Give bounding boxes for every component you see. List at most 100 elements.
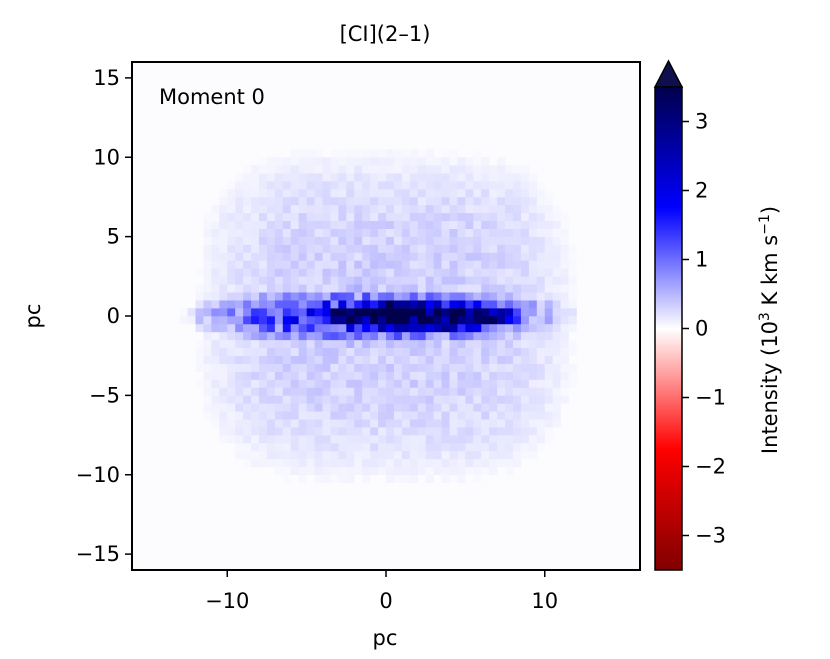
intensity-cell <box>314 149 323 158</box>
intensity-cell <box>330 435 339 444</box>
intensity-cell <box>544 347 553 356</box>
intensity-cell <box>386 181 395 190</box>
intensity-cell <box>235 268 244 277</box>
intensity-cell <box>370 427 379 436</box>
intensity-cell <box>322 244 331 253</box>
intensity-cell <box>449 458 458 468</box>
intensity-cell <box>346 149 355 158</box>
intensity-cell <box>219 379 228 388</box>
intensity-cell <box>528 316 538 325</box>
intensity-cell <box>520 331 530 341</box>
intensity-cell <box>251 300 260 309</box>
intensity-cell <box>401 411 411 420</box>
intensity-cell <box>290 196 299 206</box>
intensity-cell <box>314 474 323 483</box>
intensity-cell <box>259 379 268 388</box>
intensity-cell <box>425 300 434 309</box>
intensity-cell <box>274 450 284 460</box>
intensity-cell <box>560 379 569 388</box>
intensity-cell <box>274 189 284 198</box>
intensity-cell <box>378 458 387 468</box>
intensity-cell <box>513 395 522 404</box>
intensity-cell <box>505 347 514 356</box>
intensity-cell <box>386 236 395 245</box>
intensity-cell <box>401 458 411 468</box>
intensity-cell <box>203 347 212 356</box>
intensity-cell <box>449 284 458 293</box>
intensity-cell <box>425 379 434 388</box>
intensity-cell <box>290 157 299 166</box>
intensity-cell <box>235 427 244 436</box>
intensity-cell <box>338 189 347 198</box>
intensity-cell <box>425 331 434 341</box>
intensity-cell <box>528 419 538 428</box>
intensity-cell <box>505 196 514 206</box>
intensity-cell <box>409 284 419 293</box>
intensity-cell <box>457 339 466 349</box>
intensity-cell <box>465 395 474 404</box>
intensity-cell <box>290 149 299 158</box>
intensity-cell <box>282 339 292 349</box>
intensity-cell <box>290 466 299 476</box>
intensity-cell <box>536 212 546 222</box>
intensity-cell <box>520 268 530 277</box>
intensity-cell <box>393 149 403 158</box>
intensity-cell <box>282 173 292 182</box>
intensity-cell <box>259 236 268 245</box>
intensity-cell <box>346 323 355 333</box>
intensity-cell <box>211 379 220 388</box>
intensity-cell <box>354 300 363 309</box>
intensity-cell <box>354 228 363 237</box>
intensity-cell <box>195 316 204 325</box>
intensity-cell <box>330 181 339 190</box>
intensity-cell <box>528 212 538 222</box>
intensity-cell <box>322 196 331 206</box>
intensity-cell <box>441 260 450 269</box>
intensity-cell <box>346 450 355 460</box>
intensity-cell <box>282 323 292 333</box>
intensity-cell <box>298 403 307 412</box>
intensity-cell <box>370 276 379 285</box>
intensity-cell <box>457 157 466 166</box>
intensity-cell <box>457 220 466 229</box>
intensity-cell <box>203 268 212 277</box>
intensity-cell <box>449 403 458 412</box>
intensity-cell <box>370 284 379 293</box>
intensity-cell <box>243 347 252 356</box>
intensity-cell <box>243 252 252 261</box>
intensity-cell <box>393 355 403 364</box>
intensity-cell <box>505 355 514 364</box>
intensity-cell <box>417 300 426 309</box>
intensity-cell <box>251 363 260 372</box>
intensity-cell <box>298 276 307 285</box>
intensity-cell <box>568 244 577 253</box>
intensity-cell <box>568 284 577 293</box>
intensity-cell <box>386 165 395 174</box>
intensity-cell <box>322 212 331 222</box>
intensity-cell <box>513 252 522 261</box>
intensity-cell <box>322 339 331 349</box>
intensity-cell <box>211 220 220 229</box>
intensity-cell <box>290 181 299 190</box>
intensity-cell <box>235 435 244 444</box>
intensity-cell <box>251 450 260 460</box>
intensity-cell <box>449 189 458 198</box>
intensity-cell <box>465 268 474 277</box>
intensity-cell <box>441 149 450 158</box>
intensity-cell <box>520 387 530 396</box>
intensity-cell <box>393 252 403 261</box>
intensity-cell <box>259 411 268 420</box>
intensity-cell <box>243 379 252 388</box>
intensity-cell <box>330 355 339 364</box>
intensity-cell <box>401 292 411 301</box>
intensity-cell <box>473 419 482 428</box>
intensity-cell <box>560 268 569 277</box>
intensity-cell <box>314 236 323 245</box>
intensity-cell <box>203 252 212 261</box>
intensity-cell <box>306 403 315 412</box>
intensity-cell <box>505 300 514 309</box>
intensity-cell <box>497 323 506 333</box>
intensity-cell <box>481 427 490 436</box>
intensity-cell <box>322 300 331 309</box>
intensity-cell <box>362 355 371 364</box>
